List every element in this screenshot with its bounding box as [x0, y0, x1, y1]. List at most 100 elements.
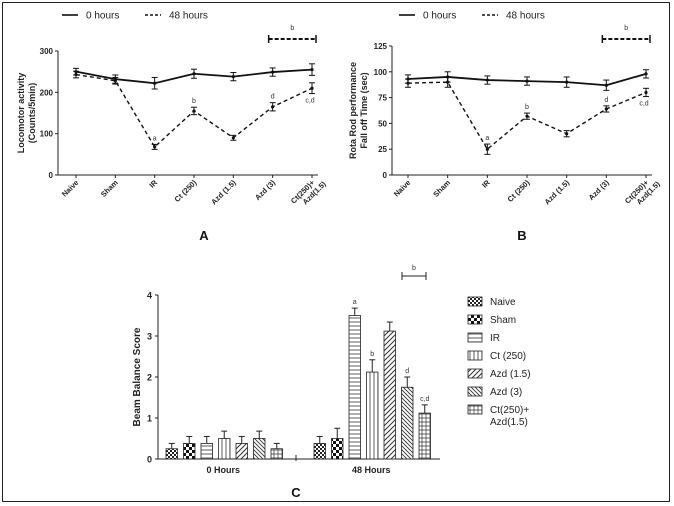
y-tick-label-b-5: 125	[374, 42, 388, 51]
significance-label-c-0: a	[353, 299, 357, 306]
category-label-a-5: Azd (3)	[253, 178, 277, 202]
y-axis-label-line: Locomotor activity	[16, 73, 26, 154]
legend-swatch-c-6	[467, 404, 483, 415]
category-label-a-4: Azd (1.5)	[209, 178, 238, 207]
y-tick-label-a-0: 0	[49, 171, 54, 180]
legend-label-a-0: 0 hours	[86, 11, 119, 22]
bar-c-2-1	[348, 315, 361, 460]
bar-c-6-0	[270, 448, 283, 460]
data-point-a-1-3	[192, 109, 196, 113]
legend-label-b-0: 0 hours	[423, 11, 456, 22]
data-point-a-0-4	[231, 75, 235, 79]
category-label-a-0: Naive	[60, 178, 81, 199]
panel-label-b: B	[517, 228, 526, 243]
significance-label-a-0: a	[153, 135, 157, 142]
y-tick-label-b-1: 25	[378, 145, 387, 154]
y-tick-label-b-4: 100	[374, 68, 388, 77]
data-point-b-1-2	[485, 147, 489, 151]
significance-label-b-1: b	[525, 104, 529, 111]
legend-swatch-c-5	[467, 386, 483, 397]
y-tick-label-c-0: 0	[147, 455, 152, 465]
group-label-c-0: 0 Hours	[206, 465, 240, 475]
group-label-c-1: 48 Hours	[352, 465, 391, 475]
legend-swatch-c-0	[467, 296, 483, 307]
category-label-line: Azd (3)	[253, 178, 277, 202]
y-axis-label-b: Rota Rod performanceFall off Time (sec)	[348, 62, 369, 159]
bar-c-3-1	[366, 371, 379, 460]
category-label-line: Ct (250)	[173, 178, 199, 204]
category-label-b-3: Ct (250)	[506, 178, 532, 204]
data-point-b-0-4	[565, 80, 569, 84]
legend-label-b-1: 48 hours	[506, 11, 545, 22]
data-point-b-0-5	[604, 83, 608, 87]
legend-label-line: IR	[490, 333, 500, 344]
legend-swatch-c-1	[467, 314, 483, 325]
significance-label-a-2: d	[271, 94, 275, 101]
significance-label-c-2: d	[405, 368, 409, 375]
chart-c: 0 1 2 3 4 Beam Balance Score 0 Hours 48 Hours a b…	[132, 265, 531, 500]
significance-label-b-2: d	[604, 97, 608, 104]
category-label-a-2: IR	[147, 178, 159, 190]
data-point-b-0-3	[525, 79, 529, 83]
y-tick-label-a-2: 200	[40, 88, 54, 97]
data-point-b-1-0	[406, 81, 410, 85]
data-point-b-1-1	[446, 80, 450, 84]
data-point-b-1-6	[644, 90, 648, 95]
data-point-a-1-0	[74, 72, 78, 77]
data-point-a-1-6	[310, 86, 314, 90]
y-tick-label-b-2: 50	[378, 119, 387, 128]
category-label-b-5: Azd (3)	[587, 178, 611, 202]
bar-c-4-0	[235, 443, 248, 460]
significance-label-c-1: b	[370, 351, 374, 358]
y-tick-label-a-1: 100	[40, 130, 54, 139]
legend-label-c-6: Ct(250)+ Azd(1.5)	[490, 405, 529, 428]
category-label-b-0: Naive	[392, 178, 413, 199]
category-label-line: Naive	[392, 178, 413, 199]
legend-label-line: Azd (3)	[490, 387, 522, 398]
legend-label-a-1: 48 hours	[169, 11, 208, 22]
significance-label-b-3: c,d	[639, 101, 648, 108]
bar-c-0-1	[313, 443, 326, 460]
bar-c-3-0	[218, 438, 231, 460]
category-label-line: Sham	[99, 178, 120, 199]
legend-label-line: Azd (1.5)	[490, 369, 531, 380]
data-point-a-1-4	[231, 136, 235, 140]
legend-label-c-5: Azd (3)	[490, 387, 522, 398]
y-axis-label-c: Beam Balance Score	[132, 327, 143, 426]
data-point-b-0-6	[644, 72, 648, 76]
legend-swatch-c-3	[467, 350, 483, 361]
bar-c-6-1	[418, 412, 431, 460]
category-label-line: Azd (3)	[587, 178, 611, 202]
bar-c-2-0	[200, 443, 213, 460]
legend-label-c-0: Naive	[490, 297, 516, 308]
y-tick-label-c-2: 2	[147, 373, 152, 383]
significance-label-a-1: b	[192, 98, 196, 105]
legend-label-line: Azd(1.5)	[490, 417, 528, 428]
category-label-line: Ct (250)	[506, 178, 532, 204]
legend-label-c-1: Sham	[490, 315, 516, 326]
bar-c-1-1	[331, 438, 344, 460]
category-label-line: Azd (1.5)	[209, 178, 238, 207]
data-point-b-0-2	[485, 78, 489, 82]
category-label-a-1: Sham	[99, 178, 120, 199]
bracket-label-c: b	[412, 265, 416, 272]
y-tick-label-b-3: 75	[378, 94, 387, 103]
y-axis-label-line: Fall off Time (sec)	[359, 72, 369, 148]
bar-c-0-0	[165, 448, 178, 460]
legend-label-line: Ct (250)	[490, 351, 526, 362]
data-point-a-0-6	[310, 68, 314, 72]
legend-swatch-c-4	[467, 368, 483, 379]
legend-label-line: Naive	[490, 297, 516, 308]
bracket-label-b: b	[624, 25, 628, 32]
category-label-b-1: Sham	[431, 178, 452, 199]
data-point-a-0-5	[271, 70, 275, 74]
y-tick-label-a-3: 300	[40, 47, 54, 56]
y-tick-label-c-3: 3	[147, 332, 152, 342]
significance-label-a-3: c,d	[305, 98, 314, 105]
y-axis-label-line: Rota Rod performance	[348, 62, 358, 159]
bracket-label-a: b	[290, 25, 294, 32]
category-label-line: Sham	[431, 178, 452, 199]
legend-label-c-2: IR	[490, 333, 500, 344]
panel-label-a: A	[199, 228, 209, 243]
